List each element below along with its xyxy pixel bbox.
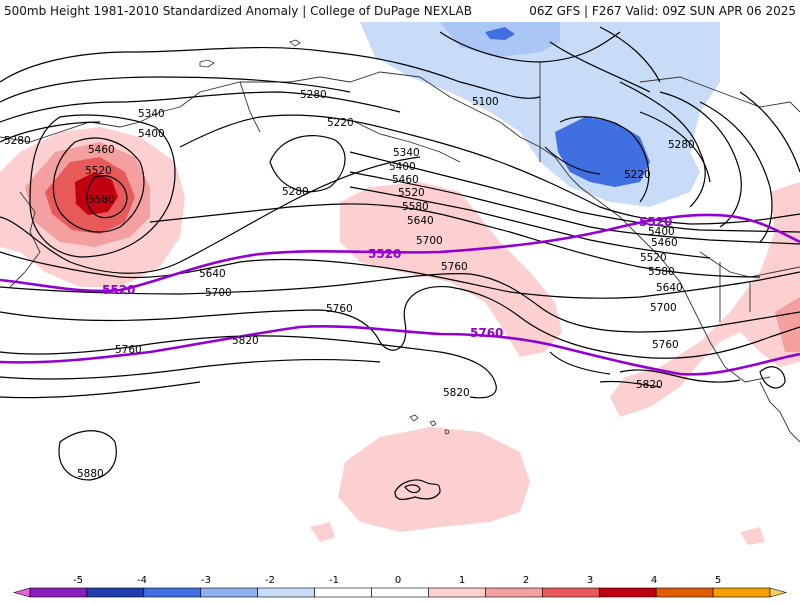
climatology-labels: 5520 5520 5520 5760	[102, 215, 672, 340]
contour-label: 5820	[232, 335, 259, 347]
colorbar-tick: -4	[137, 575, 147, 586]
colorbar-tick: 1	[459, 575, 465, 586]
contour-label: 5220	[624, 169, 651, 181]
contour-label: 5640	[407, 215, 434, 227]
colorbar-swatch	[712, 587, 771, 598]
colorbar-tick: 0	[395, 575, 401, 586]
colorbar-tick: 5	[715, 575, 721, 586]
contour-label: 5280	[300, 89, 327, 101]
contour-labels: 5340 5400 5460 5520 5580 5280 5280 5220 …	[4, 89, 695, 480]
contour-label: 5640	[199, 268, 226, 280]
colorbar-tick: 4	[651, 575, 657, 586]
colorbar-tick: -3	[201, 575, 211, 586]
contour-label: 5820	[636, 379, 663, 391]
contour-label: 5400	[138, 128, 165, 140]
contour-label: 5760	[652, 339, 679, 351]
purple-contour-label: 5520	[639, 215, 672, 229]
colorbar-tick: -5	[73, 575, 83, 586]
contour-label: 5520	[85, 165, 112, 177]
anomaly-colorbar: -5 -4 -3 -2 -1 0 1 2 3 4 5	[0, 572, 800, 600]
anomaly-map: 5340 5400 5460 5520 5580 5280 5280 5220 …	[0, 22, 800, 572]
colorbar-swatch	[257, 587, 315, 598]
colorbar-swatch	[598, 587, 657, 598]
contour-label: 5280	[282, 186, 309, 198]
colorbar-swatch	[86, 587, 145, 598]
contour-label: 5820	[443, 387, 470, 399]
coastlines	[0, 62, 800, 443]
map-title: 500mb Height 1981-2010 Standardized Anom…	[4, 4, 472, 18]
colorbar-tick: 3	[587, 575, 593, 586]
colorbar-swatches	[12, 587, 788, 598]
colorbar-swatch	[314, 587, 372, 598]
height-contours	[0, 26, 800, 500]
contour-label: 5280	[668, 139, 695, 151]
contour-label: 5340	[393, 147, 420, 159]
contour-label: 5700	[650, 302, 677, 314]
contour-label: 5580	[648, 266, 675, 278]
model-valid-time: 06Z GFS | F267 Valid: 09Z SUN APR 06 202…	[529, 4, 796, 18]
climatology-contours	[0, 213, 800, 376]
islands	[199, 39, 450, 435]
purple-contour-label: 5760	[470, 326, 503, 340]
contour-label: 5400	[648, 226, 675, 238]
contour-label: 5460	[88, 144, 115, 156]
contour-label: 5340	[138, 108, 165, 120]
colorbar-swatch	[655, 587, 714, 598]
colorbar-tick-labels: -5 -4 -3 -2 -1 0 1 2 3 4 5	[73, 575, 721, 586]
contour-label: 5580	[402, 201, 429, 213]
map-header: 500mb Height 1981-2010 Standardized Anom…	[0, 0, 800, 22]
colorbar-swatch	[12, 587, 31, 598]
colorbar-swatch	[29, 587, 88, 598]
contour-label: 5460	[392, 174, 419, 186]
contour-label: 5580	[88, 194, 115, 206]
contour-label: 5700	[416, 235, 443, 247]
colorbar-tick: -2	[265, 575, 275, 586]
contour-label: 5100	[472, 96, 499, 108]
contour-label: 5880	[77, 468, 104, 480]
colorbar-swatch	[143, 587, 202, 598]
contour-label: 5400	[389, 161, 416, 173]
colorbar-swatch	[200, 587, 258, 598]
contour-label: 5640	[656, 282, 683, 294]
contour-label: 5760	[441, 261, 468, 273]
contour-label: 5760	[326, 303, 353, 315]
colorbar-tick: 2	[523, 575, 529, 586]
contour-label: 5760	[115, 344, 142, 356]
colorbar-swatch	[485, 587, 543, 598]
contour-label: 5280	[4, 135, 31, 147]
colorbar-swatch	[371, 587, 429, 598]
colorbar-swatch	[542, 587, 600, 598]
contour-label: 5700	[205, 287, 232, 299]
purple-contour-label: 5520	[368, 247, 401, 261]
contour-label: 5220	[327, 117, 354, 129]
contour-label: 5520	[398, 187, 425, 199]
purple-contour-label: 5520	[102, 283, 135, 297]
colorbar-swatch	[428, 587, 486, 598]
contour-label: 5520	[640, 252, 667, 264]
contour-label: 5460	[651, 237, 678, 249]
colorbar-tick: -1	[329, 575, 339, 586]
colorbar-swatch	[769, 587, 788, 598]
